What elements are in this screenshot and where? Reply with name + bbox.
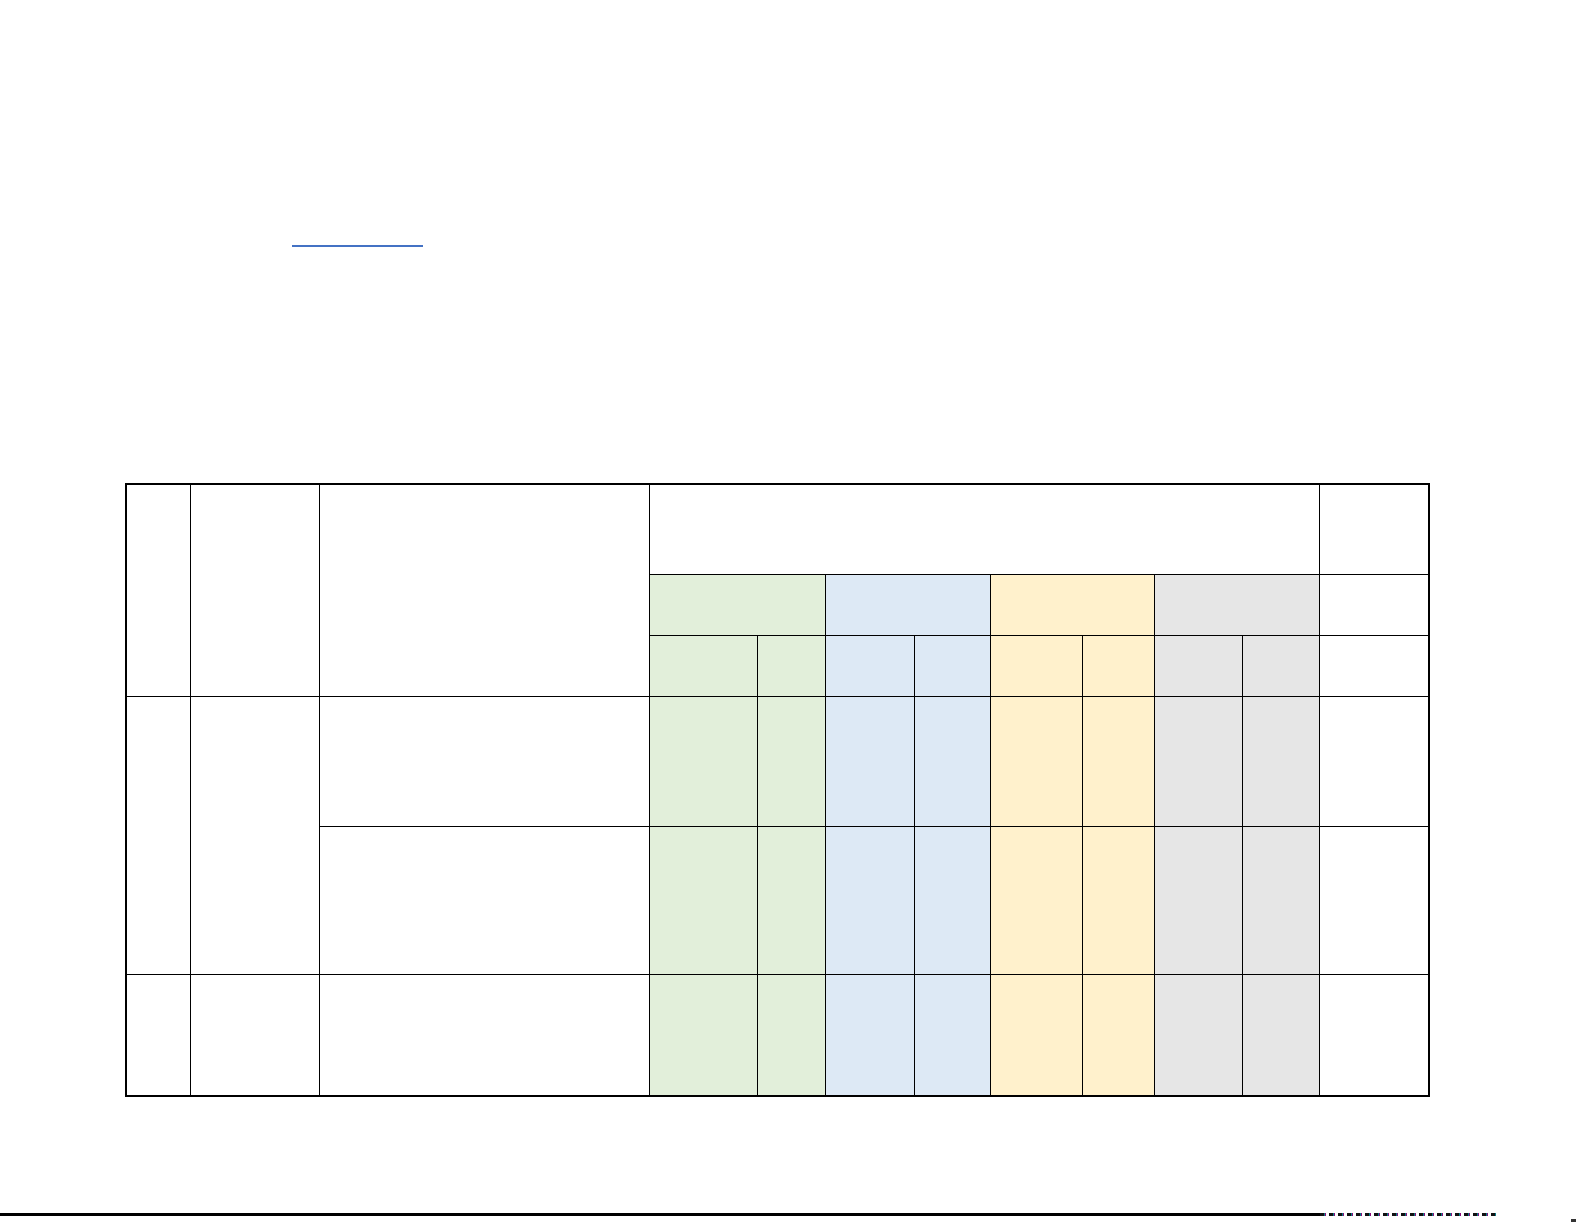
- group-header-green-cell: [648, 573, 826, 636]
- body-row2-blue-1-cell: [824, 825, 915, 975]
- body-row2-yellow-2-cell: [1081, 825, 1155, 975]
- body-row2-gray-2-cell: [1241, 825, 1320, 975]
- header-col1-cell: [125, 483, 191, 697]
- group-header-yellow-cell: [989, 573, 1155, 636]
- header-last-col-row2-cell: [1318, 573, 1430, 636]
- body-row1-green-1-cell: [648, 695, 758, 827]
- body-row2-green-1-cell: [648, 825, 758, 975]
- body-row2-yellow-1-cell: [989, 825, 1083, 975]
- body-row3-col1-cell: [125, 973, 191, 1097]
- subheader-blue-1-cell: [824, 634, 915, 697]
- body-row1-blue-1-cell: [824, 695, 915, 827]
- header-last-col-row1-cell: [1318, 483, 1430, 575]
- body-row3-last-col-cell: [1318, 973, 1430, 1097]
- body-row3-blue-2-cell: [913, 973, 991, 1097]
- header-top-merged-cell: [648, 483, 1320, 575]
- body-row3-yellow-1-cell: [989, 973, 1083, 1097]
- body-row3-green-1-cell: [648, 973, 758, 1097]
- body-row1-blue-2-cell: [913, 695, 991, 827]
- header-col2-cell: [189, 483, 320, 697]
- subheader-green-1-cell: [648, 634, 758, 697]
- body-row3-blue-1-cell: [824, 973, 915, 1097]
- body-row1-yellow-2-cell: [1081, 695, 1155, 827]
- body-row2-blue-2-cell: [913, 825, 991, 975]
- body-row1-gray-2-cell: [1241, 695, 1320, 827]
- body-row1-yellow-1-cell: [989, 695, 1083, 827]
- body-row3-col3-cell: [318, 973, 650, 1097]
- body-row3-green-2-cell: [756, 973, 826, 1097]
- body-row2-last-col-cell: [1318, 825, 1430, 975]
- body-row2-green-2-cell: [756, 825, 826, 975]
- body-row1-gray-1-cell: [1153, 695, 1243, 827]
- rubric-table: [125, 483, 1430, 1097]
- body-row3-col2-cell: [189, 973, 320, 1097]
- body-col2-merged-cell: [189, 695, 320, 975]
- body-row3-gray-2-cell: [1241, 973, 1320, 1097]
- body-row1-col3-cell: [318, 695, 650, 827]
- subheader-blue-2-cell: [913, 634, 991, 697]
- body-row2-gray-1-cell: [1153, 825, 1243, 975]
- body-row3-yellow-2-cell: [1081, 973, 1155, 1097]
- body-row3-gray-1-cell: [1153, 973, 1243, 1097]
- body-row2-col3-cell: [318, 825, 650, 975]
- subheader-green-2-cell: [756, 634, 826, 697]
- footer-bar: [0, 1213, 1320, 1216]
- group-header-blue-cell: [824, 573, 991, 636]
- body-row1-last-col-cell: [1318, 695, 1430, 827]
- subheader-yellow-1-cell: [989, 634, 1083, 697]
- subheader-yellow-2-cell: [1081, 634, 1155, 697]
- header-last-col-row3-cell: [1318, 634, 1430, 697]
- footer-micro-dot: [1571, 1219, 1576, 1222]
- blank-hyperlink[interactable]: [292, 233, 423, 247]
- subheader-gray-1-cell: [1153, 634, 1243, 697]
- body-col1-merged-cell: [125, 695, 191, 975]
- footer-micro-text: [1320, 1213, 1496, 1216]
- group-header-gray-cell: [1153, 573, 1320, 636]
- header-col3-cell: [318, 483, 650, 697]
- body-row1-green-2-cell: [756, 695, 826, 827]
- subheader-gray-2-cell: [1241, 634, 1320, 697]
